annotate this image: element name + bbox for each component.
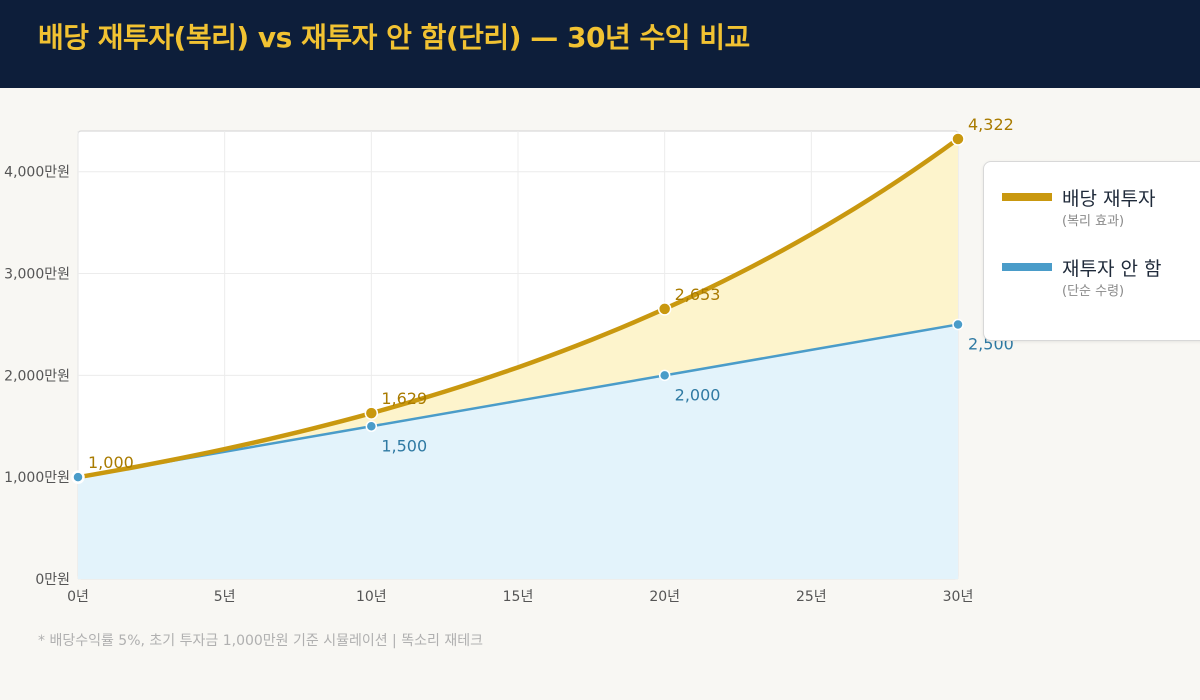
legend-swatch-no-reinvest: [1002, 263, 1052, 271]
area-fill-reinvest: [78, 138, 958, 478]
y-tick-label-0: 0만원: [35, 572, 70, 588]
data-label-no-reinvest-1: 1,500: [381, 436, 427, 455]
series-line-reinvest: [75, 136, 961, 480]
header-bar: 배당 재투자(복리) vs 재투자 안 함(단리) — 30년 수익 비교: [0, 0, 1200, 88]
series-line-no-reinvest: [77, 323, 959, 479]
footnote: * 배당수익률 5%, 초기 투자금 1,000만원 기준 시뮬레이션 | 똑소…: [38, 633, 483, 649]
x-tick-label-1: 5년: [214, 589, 236, 605]
chart-legend: 배당 재투자 (복리 효과) 재투자 안 함 (단순 수령): [983, 161, 1200, 341]
legend-label-reinvest: 배당 재투자: [1062, 188, 1156, 210]
x-tick-label-6: 30년: [943, 589, 974, 605]
point-no-reinvest-2: [658, 369, 671, 382]
growth-chart: 1,0001,6292,6534,3221,5002,0002,5000만원1,…: [4, 115, 1014, 605]
y-tick-label-3: 3,000만원: [4, 267, 70, 283]
point-reinvest-3: [951, 132, 965, 146]
page-title: 배당 재투자(복리) vs 재투자 안 함(단리) — 30년 수익 비교: [38, 21, 750, 54]
y-tick-label-4: 4,000만원: [4, 165, 70, 181]
point-reinvest-2: [657, 302, 672, 316]
data-label-reinvest-3: 4,322: [968, 115, 1014, 134]
data-label-no-reinvest-2: 2,000: [675, 385, 721, 404]
x-tick-label-2: 10년: [356, 589, 387, 605]
legend-swatch-reinvest: [1002, 193, 1052, 201]
x-tick-label-3: 15년: [503, 589, 534, 605]
x-tick-label-5: 25년: [796, 589, 827, 605]
data-label-reinvest-2: 2,653: [675, 285, 721, 304]
point-reinvest-1: [364, 406, 379, 420]
x-tick-label-4: 20년: [649, 589, 680, 605]
point-no-reinvest-0: [72, 471, 84, 483]
data-label-reinvest-0: 1,000: [88, 453, 134, 472]
data-label-reinvest-1: 1,629: [381, 389, 427, 408]
legend-sub-no-reinvest: (단순 수령): [1062, 284, 1125, 299]
y-tick-label-1: 1,000만원: [4, 470, 70, 486]
point-no-reinvest-3: [952, 318, 964, 331]
x-tick-label-0: 0년: [67, 589, 89, 605]
legend-sub-reinvest: (복리 효과): [1062, 214, 1125, 229]
area-fill-no-reinvest: [78, 324, 958, 579]
point-no-reinvest-1: [365, 420, 378, 433]
y-tick-label-2: 2,000만원: [4, 368, 70, 384]
legend-label-no-reinvest: 재투자 안 함: [1062, 258, 1162, 280]
